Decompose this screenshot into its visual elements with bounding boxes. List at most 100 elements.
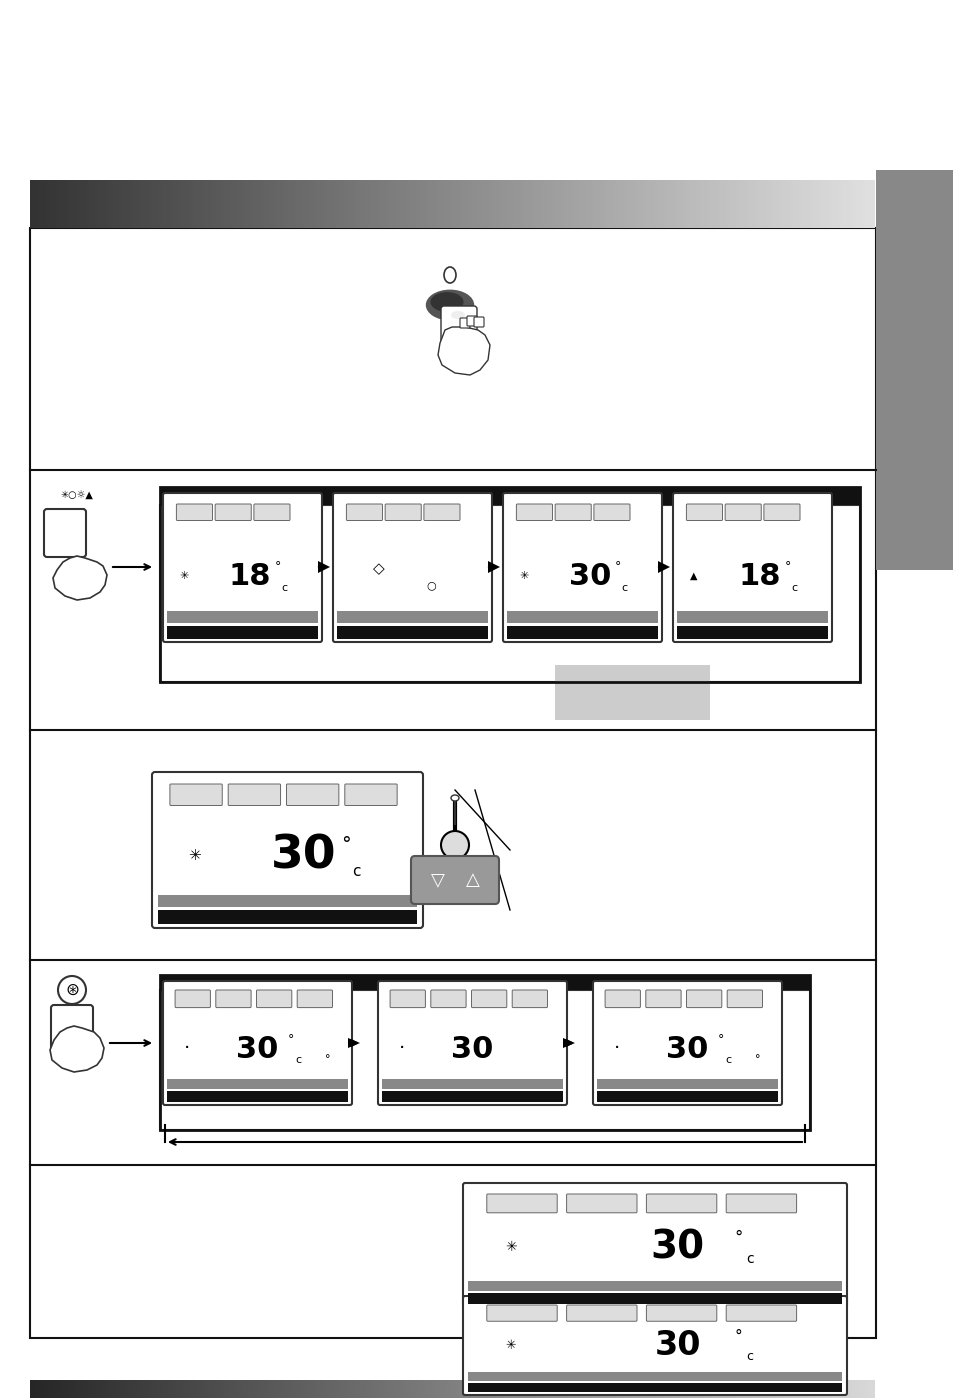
FancyBboxPatch shape — [685, 504, 721, 520]
Polygon shape — [562, 1038, 575, 1048]
FancyBboxPatch shape — [486, 1305, 557, 1321]
FancyBboxPatch shape — [516, 504, 552, 520]
Text: ✳: ✳ — [505, 1339, 516, 1351]
FancyBboxPatch shape — [333, 492, 492, 642]
FancyBboxPatch shape — [228, 783, 280, 806]
Bar — [468, 1372, 841, 1381]
Text: 30: 30 — [569, 562, 611, 590]
FancyBboxPatch shape — [467, 316, 476, 326]
FancyBboxPatch shape — [344, 783, 396, 806]
FancyBboxPatch shape — [566, 1305, 637, 1321]
Bar — [336, 625, 488, 638]
Bar — [158, 909, 416, 923]
Text: 30: 30 — [451, 1034, 493, 1063]
Text: °: ° — [734, 1228, 742, 1247]
Text: °: ° — [717, 1032, 723, 1046]
Text: °: ° — [734, 1329, 741, 1343]
Bar — [167, 1091, 348, 1102]
Bar — [30, 228, 875, 1337]
FancyBboxPatch shape — [459, 318, 470, 327]
Bar — [677, 611, 827, 623]
Ellipse shape — [451, 311, 464, 319]
Text: 18: 18 — [229, 562, 272, 590]
Text: ·: · — [184, 1039, 191, 1059]
FancyBboxPatch shape — [385, 504, 421, 520]
FancyBboxPatch shape — [593, 981, 781, 1105]
Text: ▽: ▽ — [430, 872, 444, 888]
Bar — [167, 611, 317, 623]
Bar — [160, 487, 859, 681]
Text: 30: 30 — [650, 1228, 704, 1266]
Bar — [677, 625, 827, 638]
Text: ▲: ▲ — [689, 571, 697, 581]
Bar — [336, 611, 488, 623]
FancyBboxPatch shape — [725, 1193, 796, 1213]
Text: °: ° — [287, 1032, 294, 1046]
FancyBboxPatch shape — [411, 856, 498, 904]
Polygon shape — [658, 561, 669, 574]
Text: ⊛: ⊛ — [65, 981, 79, 999]
FancyBboxPatch shape — [725, 1305, 796, 1321]
Text: c: c — [294, 1055, 301, 1065]
FancyBboxPatch shape — [566, 1193, 637, 1213]
Bar — [468, 1293, 841, 1304]
Bar — [381, 1091, 562, 1102]
Bar — [160, 990, 809, 1130]
Text: ✳: ✳ — [504, 1241, 516, 1255]
Bar — [506, 611, 658, 623]
Text: c: c — [352, 863, 360, 879]
Text: ✳○☼▲: ✳○☼▲ — [60, 490, 92, 499]
FancyBboxPatch shape — [672, 492, 831, 642]
FancyBboxPatch shape — [176, 504, 213, 520]
Text: ·: · — [398, 1039, 405, 1059]
FancyBboxPatch shape — [502, 492, 661, 642]
Text: 30: 30 — [654, 1329, 700, 1363]
FancyBboxPatch shape — [604, 990, 639, 1007]
Text: 30: 30 — [271, 834, 335, 879]
Circle shape — [58, 977, 86, 1004]
Bar — [158, 895, 416, 907]
FancyBboxPatch shape — [253, 504, 290, 520]
Text: c: c — [620, 583, 627, 593]
Text: ✳: ✳ — [179, 571, 188, 581]
FancyBboxPatch shape — [163, 981, 352, 1105]
FancyBboxPatch shape — [297, 990, 333, 1007]
Text: 18: 18 — [739, 562, 781, 590]
FancyBboxPatch shape — [215, 990, 251, 1007]
FancyBboxPatch shape — [286, 783, 338, 806]
FancyBboxPatch shape — [377, 981, 566, 1105]
Text: c: c — [724, 1055, 731, 1065]
FancyBboxPatch shape — [175, 990, 211, 1007]
Text: ·: · — [614, 1039, 619, 1059]
Bar — [468, 1382, 841, 1392]
Bar — [160, 487, 859, 505]
FancyBboxPatch shape — [646, 1193, 716, 1213]
Bar — [555, 665, 709, 720]
FancyBboxPatch shape — [390, 990, 425, 1007]
FancyBboxPatch shape — [686, 990, 721, 1007]
FancyBboxPatch shape — [462, 1295, 846, 1395]
Text: °: ° — [274, 560, 281, 572]
Polygon shape — [50, 1025, 104, 1072]
Polygon shape — [348, 1038, 359, 1048]
FancyBboxPatch shape — [51, 1004, 92, 1051]
Bar — [160, 975, 809, 990]
Text: ✳: ✳ — [518, 571, 528, 581]
FancyBboxPatch shape — [512, 990, 547, 1007]
Text: c: c — [790, 583, 797, 593]
Text: 30: 30 — [665, 1034, 708, 1063]
FancyBboxPatch shape — [170, 783, 222, 806]
Text: c: c — [745, 1350, 753, 1364]
FancyBboxPatch shape — [486, 1193, 557, 1213]
FancyBboxPatch shape — [645, 990, 680, 1007]
Text: c: c — [745, 1252, 753, 1266]
Ellipse shape — [451, 795, 458, 802]
Bar — [381, 1079, 562, 1088]
Polygon shape — [53, 555, 107, 600]
Text: °: ° — [325, 1053, 330, 1063]
Text: °: ° — [754, 1053, 760, 1063]
Text: ✳: ✳ — [188, 849, 201, 863]
FancyBboxPatch shape — [594, 504, 629, 520]
Text: ○: ○ — [426, 581, 436, 590]
Bar — [597, 1091, 778, 1102]
